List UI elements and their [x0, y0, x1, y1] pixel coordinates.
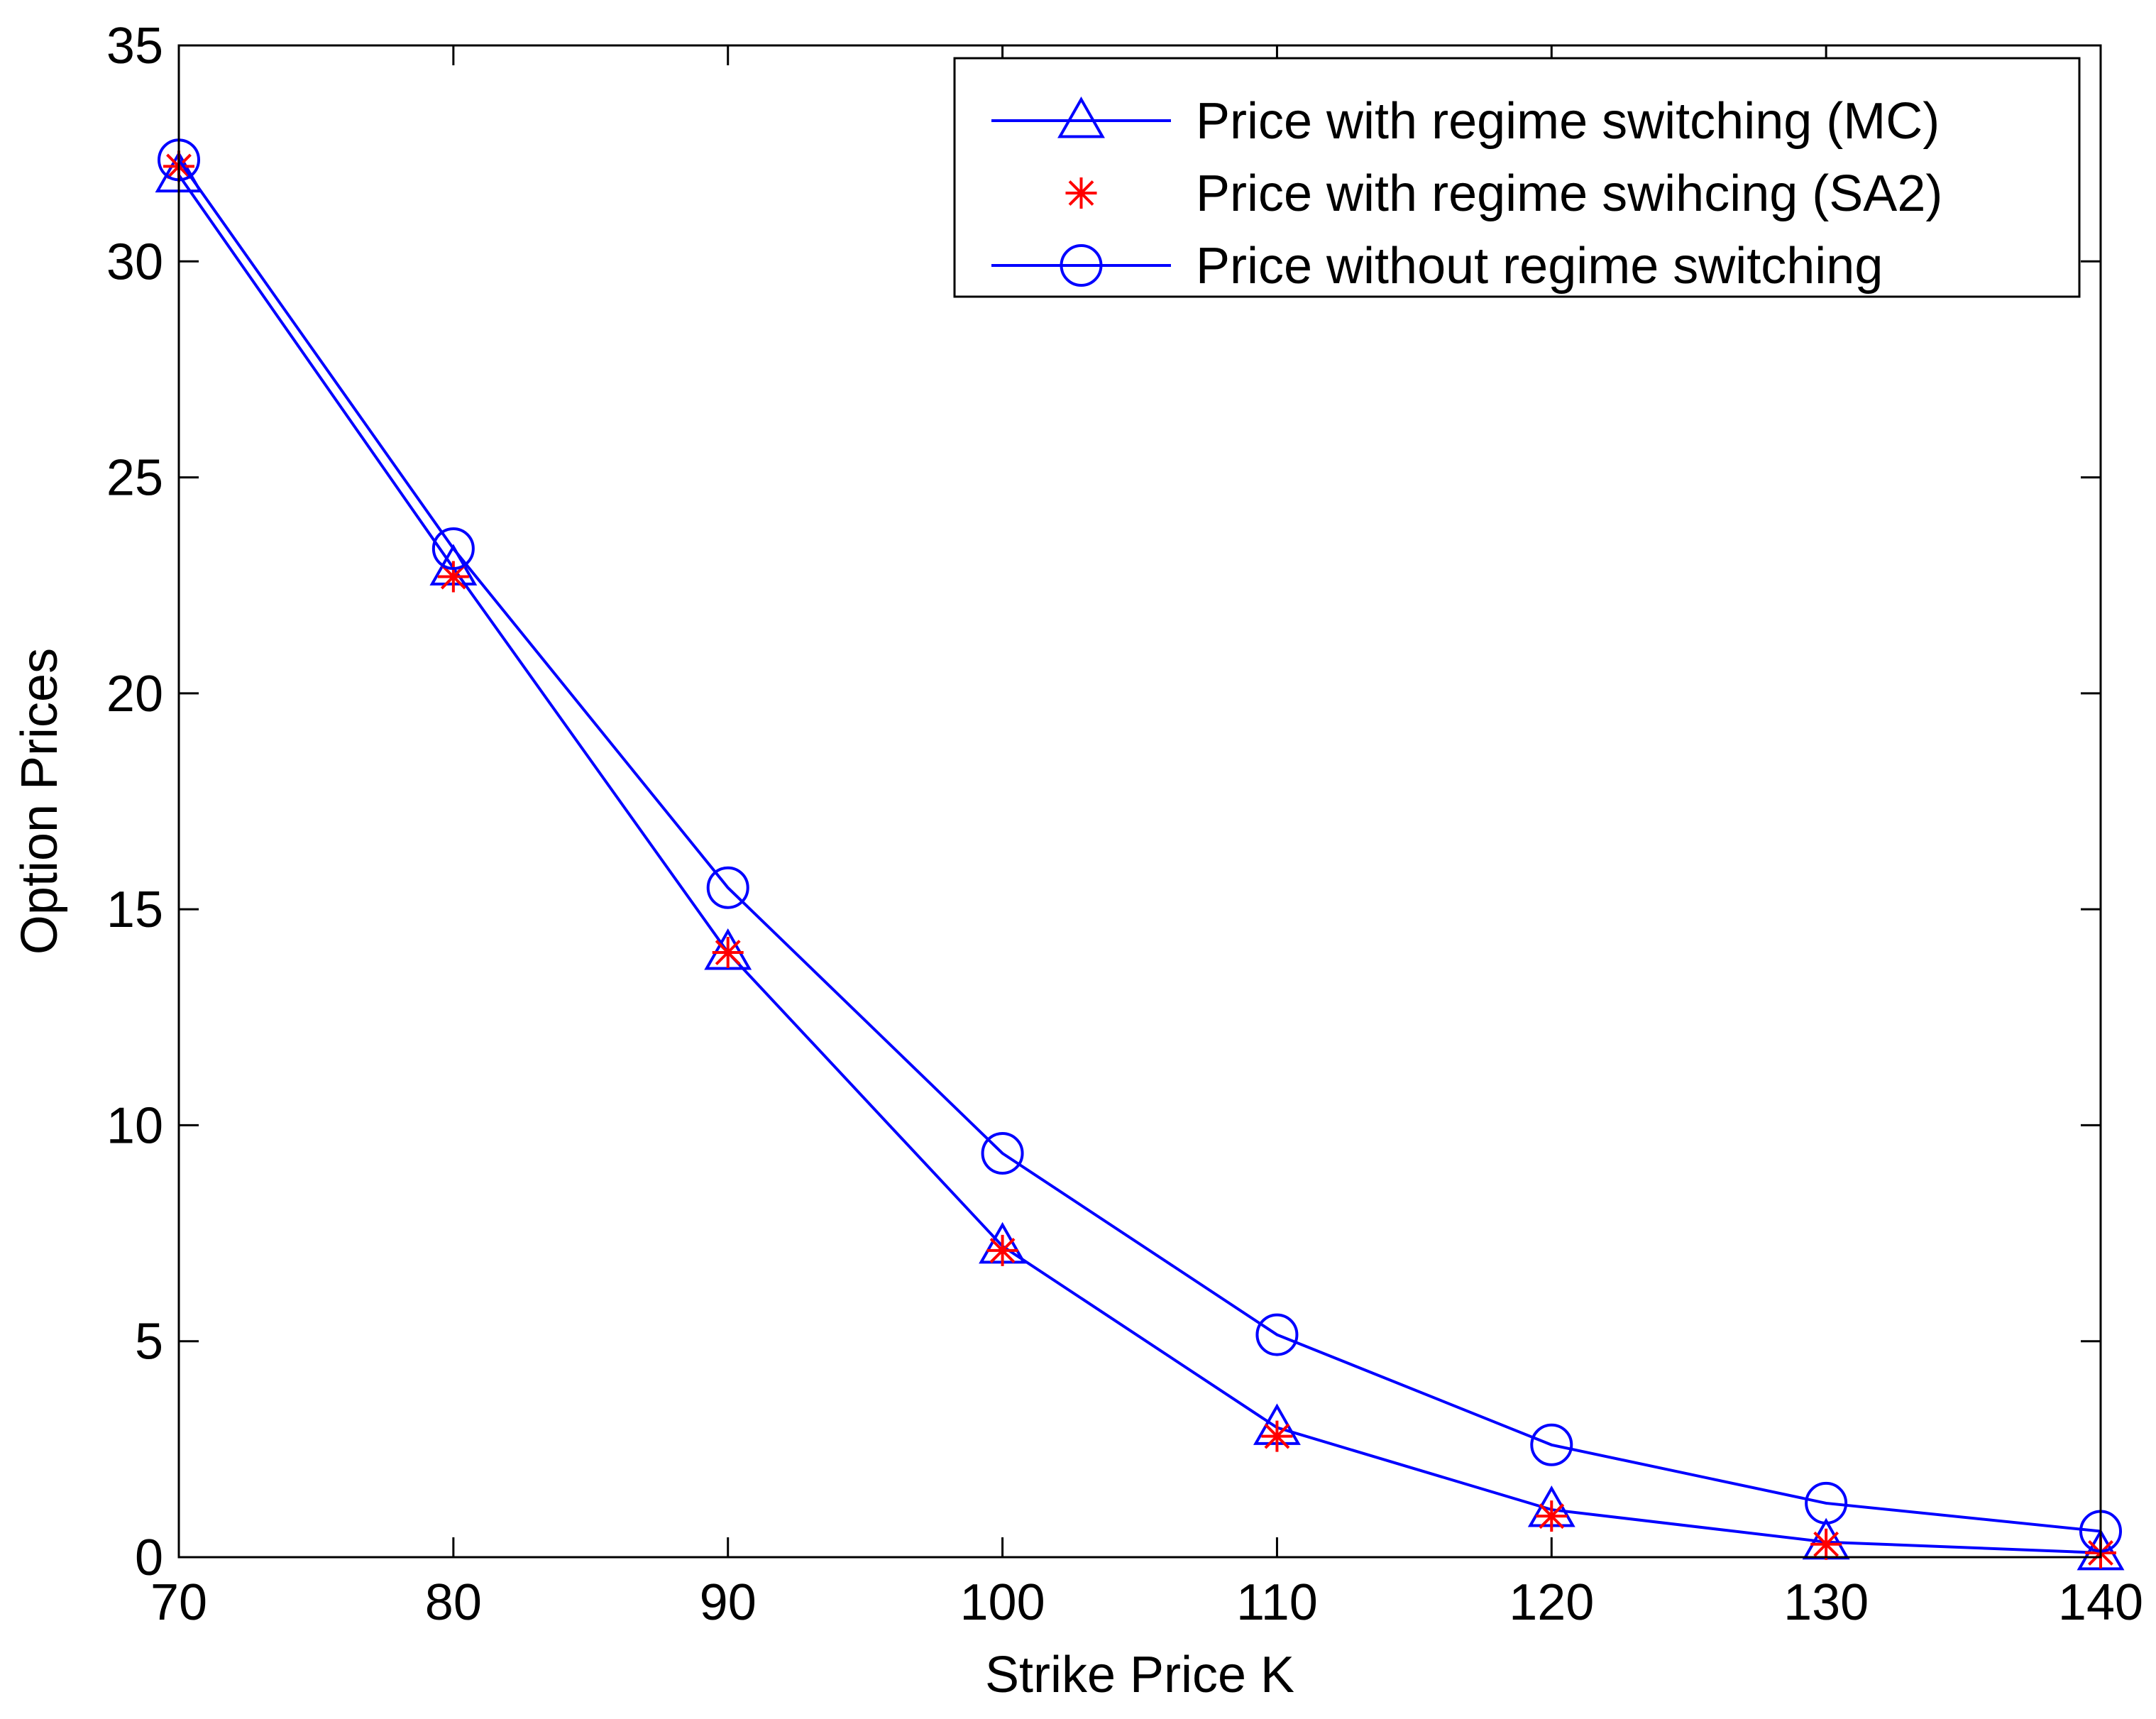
x-tick-label: 80 [425, 1574, 482, 1631]
data-point [1255, 1313, 1299, 1356]
data-point [706, 866, 749, 909]
x-tick-label: 90 [700, 1574, 757, 1631]
tick-labels: 70 80 90 100 110 120 130 140 0 5 10 15 20 25 30 35 [106, 18, 2143, 1631]
y-tick-label: 20 [106, 666, 163, 723]
data-point [986, 1234, 1018, 1266]
data-point [437, 561, 469, 593]
data-point [1805, 1481, 1848, 1525]
y-tick-label: 35 [106, 18, 163, 75]
y-axis-label: Option Prices [11, 648, 68, 955]
data-point [431, 527, 475, 570]
x-tick-label: 100 [960, 1574, 1045, 1631]
x-tick-label: 130 [1783, 1574, 1869, 1631]
legend-label: Price with regime switching (MC) [1196, 93, 1940, 150]
data-point [704, 928, 752, 970]
legend-box [953, 57, 2081, 298]
y-tick-label: 25 [106, 450, 163, 507]
x-tick-label: 120 [1509, 1574, 1594, 1631]
legend-marker [1065, 177, 1097, 209]
series-line [177, 174, 2101, 1554]
y-tick-label: 5 [135, 1314, 163, 1371]
legend-entry: Price without regime switching [991, 238, 1883, 295]
data-point [981, 1131, 1024, 1175]
legend-entry: Price with regime switching (MC) [991, 93, 1940, 150]
series-line [177, 159, 2101, 1533]
plot-frame [177, 44, 2102, 1559]
y-tick-label: 30 [106, 234, 163, 290]
data-point [1530, 1423, 1573, 1466]
legend-entries: Price with regime switching (MC) Price wi… [991, 93, 1942, 295]
data-point [1536, 1500, 1568, 1532]
legend-marker [1057, 96, 1105, 138]
x-tick-label: 70 [150, 1574, 207, 1631]
x-tick-label: 140 [2058, 1574, 2143, 1631]
legend-marker [1060, 244, 1103, 287]
data-point [712, 937, 744, 968]
legend-entry: Price with regime swihcing (SA2) [1065, 165, 1942, 222]
legend-label: Price with regime swihcing (SA2) [1196, 165, 1942, 222]
y-tick-label: 0 [135, 1529, 163, 1586]
data-series [155, 138, 2125, 1571]
data-point [2077, 1528, 2125, 1571]
legend-label: Price without regime switching [1196, 238, 1883, 295]
y-tick-label: 10 [106, 1097, 163, 1154]
legend: Price with regime switching (MC) Price wi… [953, 57, 2081, 298]
x-axis-label: Strike Price K [985, 1647, 1294, 1703]
x-tick-label: 110 [1236, 1574, 1318, 1631]
data-point [1810, 1528, 1842, 1560]
y-tick-label: 15 [106, 882, 163, 938]
data-point [1261, 1420, 1293, 1452]
